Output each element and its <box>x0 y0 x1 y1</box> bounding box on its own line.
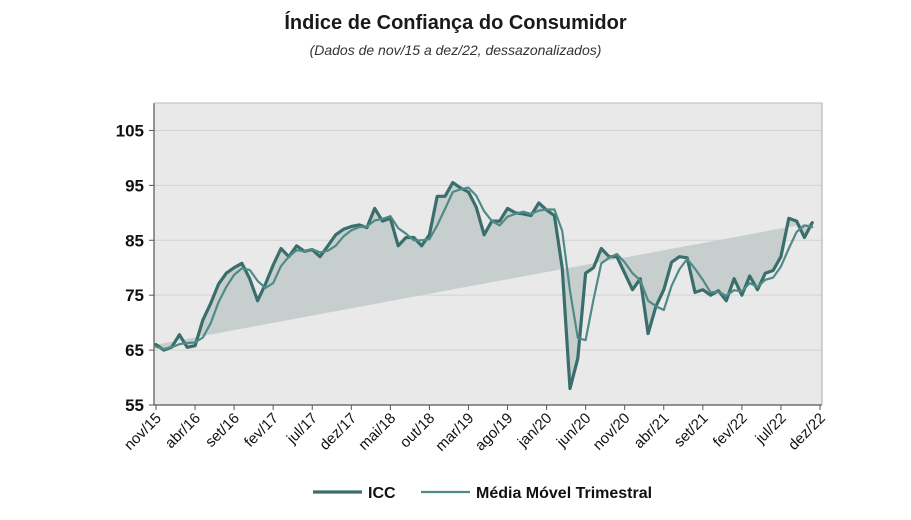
x-tick-label: jul/17 <box>283 410 321 448</box>
x-tick-label: abr/16 <box>162 410 204 452</box>
x-tick-label: fev/17 <box>241 410 282 451</box>
series-lines <box>154 181 814 391</box>
x-tick-label: set/21 <box>671 410 712 451</box>
legend-label-icc: ICC <box>368 485 396 502</box>
series-gap-band <box>156 182 813 389</box>
legend-label-media-movel: Média Móvel Trimestral <box>476 485 652 502</box>
axes <box>149 102 823 410</box>
y-tick-label: 75 <box>125 286 144 305</box>
series-line-icc <box>154 181 814 391</box>
y-tick-label: 55 <box>125 396 144 415</box>
x-tick-label: nov/20 <box>590 410 634 454</box>
y-tick-label: 105 <box>116 121 144 140</box>
x-tick-label: dez/17 <box>316 410 360 454</box>
legend: ICC Média Móvel Trimestral <box>313 485 652 502</box>
y-tick-label: 85 <box>125 231 144 250</box>
x-tick-label: jan/20 <box>514 410 556 452</box>
chart-title: Índice de Confiança do Consumidor <box>284 12 627 34</box>
x-tick-label: mai/18 <box>355 410 399 454</box>
x-tick-label: abr/21 <box>631 410 673 452</box>
x-tick-label: dez/22 <box>785 410 829 454</box>
x-tick-label: nov/15 <box>121 410 165 454</box>
x-tick-label: jul/22 <box>752 410 790 448</box>
y-tick-labels: 55 65 75 85 95 105 <box>116 121 144 415</box>
x-tick-label: fev/22 <box>710 410 751 451</box>
x-tick-label: out/18 <box>397 410 439 452</box>
chart-subtitle: (Dados de nov/15 a dez/22, dessazonaliza… <box>309 42 602 58</box>
y-tick-label: 65 <box>125 341 144 360</box>
x-tick-label: mar/19 <box>432 410 477 455</box>
x-tick-label: jun/20 <box>553 410 595 452</box>
y-tick-label: 95 <box>125 176 144 195</box>
x-tick-label: ago/19 <box>472 410 516 454</box>
band-area <box>156 182 813 389</box>
series-line-media-movel <box>154 186 814 351</box>
x-tick-label: set/16 <box>202 410 243 451</box>
